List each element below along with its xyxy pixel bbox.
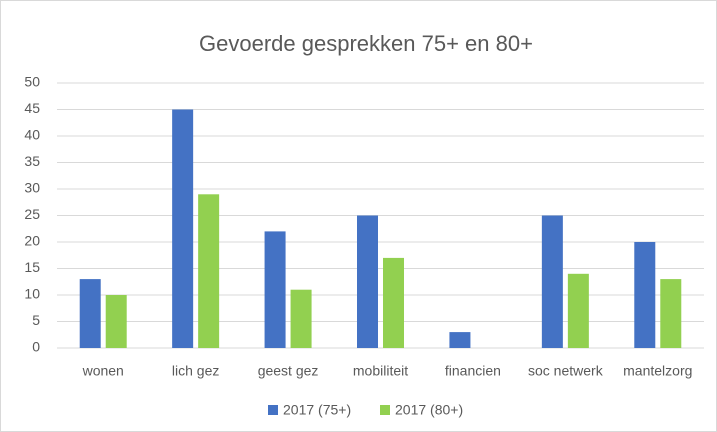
y-tick-label: 25 — [24, 206, 40, 222]
bar — [105, 295, 127, 348]
legend-swatch — [380, 405, 390, 415]
y-tick-label: 15 — [24, 259, 40, 275]
x-tick-label: mantelzorg — [623, 363, 692, 379]
legend-swatch — [268, 405, 278, 415]
y-tick-label: 5 — [32, 312, 40, 328]
bar — [198, 194, 220, 348]
y-tick-label: 10 — [24, 286, 40, 302]
y-tick-label: 45 — [24, 100, 40, 116]
bar — [660, 279, 682, 348]
y-tick-label: 30 — [24, 180, 40, 196]
x-tick-label: lich gez — [172, 363, 219, 379]
bar — [541, 215, 563, 348]
y-tick-label: 35 — [24, 153, 40, 169]
bar — [449, 332, 471, 348]
x-tick-label: mobiliteit — [353, 363, 408, 379]
y-tick-label: 20 — [24, 233, 40, 249]
chart-title: Gevoerde gesprekken 75+ en 80+ — [199, 31, 533, 56]
x-tick-label: wonen — [82, 363, 124, 379]
bar — [567, 273, 589, 348]
bar — [634, 242, 656, 348]
bar — [290, 289, 312, 348]
bar — [357, 215, 378, 348]
x-tick-label: geest gez — [258, 363, 319, 379]
y-tick-label: 50 — [24, 74, 40, 90]
y-tick-label: 0 — [32, 339, 40, 355]
legend-label: 2017 (75+) — [283, 402, 351, 418]
y-tick-label: 40 — [24, 127, 40, 143]
bar — [264, 231, 286, 348]
x-tick-label: financien — [445, 363, 501, 379]
bar — [79, 279, 101, 348]
x-tick-label: soc netwerk — [528, 363, 604, 379]
legend-label: 2017 (80+) — [395, 402, 463, 418]
bar — [172, 109, 194, 348]
bar — [383, 257, 404, 348]
